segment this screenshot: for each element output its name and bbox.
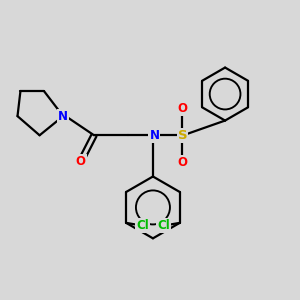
Text: N: N xyxy=(149,129,159,142)
Text: Cl: Cl xyxy=(136,219,149,232)
Text: O: O xyxy=(177,102,188,115)
Text: N: N xyxy=(58,110,68,123)
Text: S: S xyxy=(178,129,187,142)
Text: O: O xyxy=(177,156,188,169)
Text: Cl: Cl xyxy=(157,219,170,232)
Text: O: O xyxy=(76,155,86,168)
